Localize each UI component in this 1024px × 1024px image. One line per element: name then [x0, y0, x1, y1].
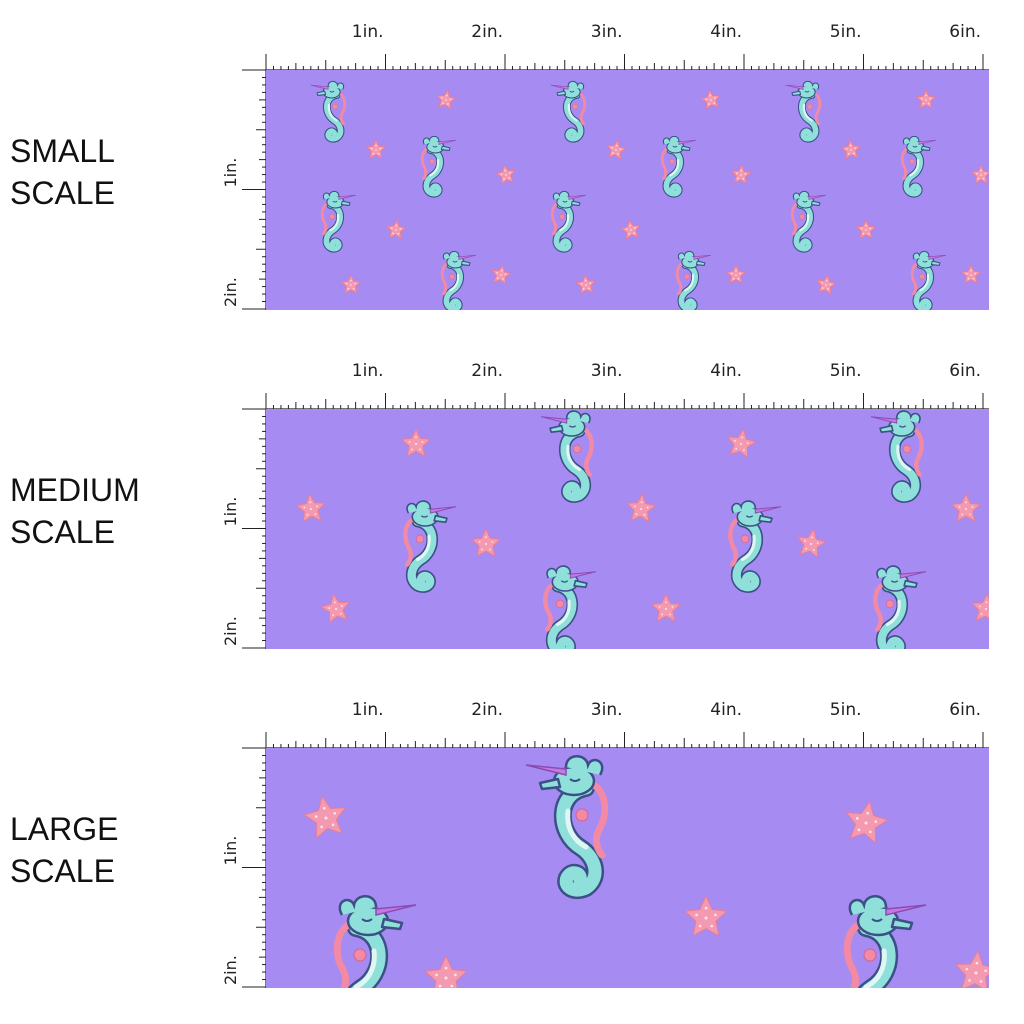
unicorn-seahorse-icon — [900, 135, 937, 198]
ruler-label-x: 3in. — [591, 700, 623, 720]
starfish-icon — [797, 528, 827, 558]
ruler-label-x: 6in. — [949, 361, 981, 381]
starfish-icon — [401, 428, 431, 457]
ruler-label-x: 5in. — [830, 361, 862, 381]
fabric-swatch-medium — [266, 409, 989, 649]
starfish-icon — [700, 89, 721, 110]
starfish-icon — [731, 164, 752, 185]
starfish-icon — [840, 139, 861, 160]
panel-small: SMALL SCALE 1in. 2in. 3in. 4in. 5in. 6in. 1in.… — [0, 10, 1024, 330]
ruler-label-x: 5in. — [830, 700, 862, 720]
starfish-icon — [971, 593, 989, 623]
starfish-icon — [424, 955, 468, 988]
unicorn-seahorse-icon — [550, 190, 587, 253]
unicorn-seahorse-icon — [440, 250, 477, 310]
unicorn-seahorse-icon — [403, 500, 457, 593]
fabric-swatch-large — [266, 748, 989, 988]
ruler-small: 1in. 2in. 3in. 4in. 5in. 6in. 1in. 2in. — [221, 22, 989, 310]
unicorn-seahorse-icon — [728, 500, 782, 593]
ruler-label-x: 1in. — [352, 361, 384, 381]
ruler-label-y: 2in. — [221, 277, 240, 307]
starfish-icon — [726, 264, 746, 284]
ruler-label-y: 1in. — [221, 158, 240, 188]
fabric-swatch-small — [266, 70, 989, 310]
panel-large: LARGE SCALE 1in. 2in. 3in. 4in. 5in. 6in. 1in.… — [0, 688, 1024, 1008]
starfish-icon — [606, 139, 627, 160]
fabric-background — [266, 409, 989, 649]
ruler-label-x: 6in. — [949, 700, 981, 720]
unicorn-seahorse-icon — [550, 80, 587, 143]
ruler-label-y: 1in. — [221, 497, 240, 527]
starfish-icon — [684, 895, 728, 937]
ruler-label-x: 1in. — [352, 700, 384, 720]
unicorn-seahorse-icon — [843, 895, 927, 988]
unicorn-seahorse-icon — [660, 135, 697, 198]
unicorn-seahorse-icon — [873, 565, 927, 649]
starfish-icon — [727, 428, 757, 458]
ruler-label-x: 2in. — [471, 22, 503, 42]
unicorn-seahorse-icon — [790, 190, 827, 253]
fabric-background — [266, 70, 989, 310]
unicorn-seahorse-icon — [540, 410, 594, 503]
starfish-icon — [303, 795, 346, 839]
starfish-icon — [651, 593, 681, 622]
ruler-label-x: 3in. — [591, 22, 623, 42]
ruler-label-x: 2in. — [471, 700, 503, 720]
scale-label-medium: MEDIUM SCALE — [10, 472, 140, 550]
ruler-label-x: 1in. — [352, 22, 384, 42]
starfish-icon — [386, 219, 407, 240]
scale-label-small: SMALL SCALE — [10, 133, 115, 211]
unicorn-seahorse-icon — [420, 135, 457, 198]
starfish-icon — [320, 593, 350, 623]
starfish-icon — [471, 528, 501, 557]
unicorn-seahorse-icon — [870, 410, 924, 503]
ruler-label-x: 6in. — [949, 22, 981, 42]
ruler-label-x: 2in. — [471, 361, 503, 381]
ruler-medium: 1in. 2in. 3in. 4in. 5in. 6in. 1in. 2in. — [221, 361, 989, 649]
starfish-icon — [366, 139, 386, 159]
unicorn-seahorse-icon — [910, 250, 947, 310]
ruler-label-y: 2in. — [221, 955, 240, 985]
scale-label-large: LARGE SCALE — [10, 811, 119, 889]
starfish-icon — [436, 89, 457, 110]
starfish-icon — [620, 219, 641, 240]
ruler-label-y: 2in. — [221, 616, 240, 646]
starfish-icon — [951, 493, 981, 522]
starfish-icon — [495, 164, 516, 185]
unicorn-seahorse-icon — [543, 565, 597, 649]
ruler-label-x: 4in. — [710, 22, 742, 42]
starfish-icon — [341, 274, 361, 294]
ruler-label-x: 4in. — [710, 361, 742, 381]
starfish-icon — [575, 274, 596, 295]
starfish-icon — [816, 274, 837, 295]
starfish-icon — [856, 219, 876, 239]
starfish-icon — [961, 264, 981, 284]
unicorn-seahorse-icon — [310, 80, 347, 143]
ruler-label-x: 3in. — [591, 361, 623, 381]
starfish-icon — [846, 800, 889, 844]
starfish-icon — [955, 950, 989, 988]
starfish-icon — [971, 164, 989, 184]
ruler-label-x: 5in. — [830, 22, 862, 42]
ruler-label-y: 1in. — [221, 836, 240, 866]
panel-medium: MEDIUM SCALE 1in. 2in. 3in. 4in. 5in. 6in. 1in… — [0, 349, 1024, 669]
unicorn-seahorse-icon — [333, 895, 417, 988]
ruler-label-x: 4in. — [710, 700, 742, 720]
starfish-icon — [916, 89, 936, 109]
starfish-icon — [491, 264, 512, 285]
starfish-icon — [295, 493, 326, 523]
unicorn-seahorse-icon — [675, 250, 712, 310]
unicorn-seahorse-icon — [525, 755, 609, 900]
unicorn-seahorse-icon — [785, 80, 822, 143]
unicorn-seahorse-icon — [320, 190, 357, 253]
starfish-icon — [626, 493, 657, 523]
